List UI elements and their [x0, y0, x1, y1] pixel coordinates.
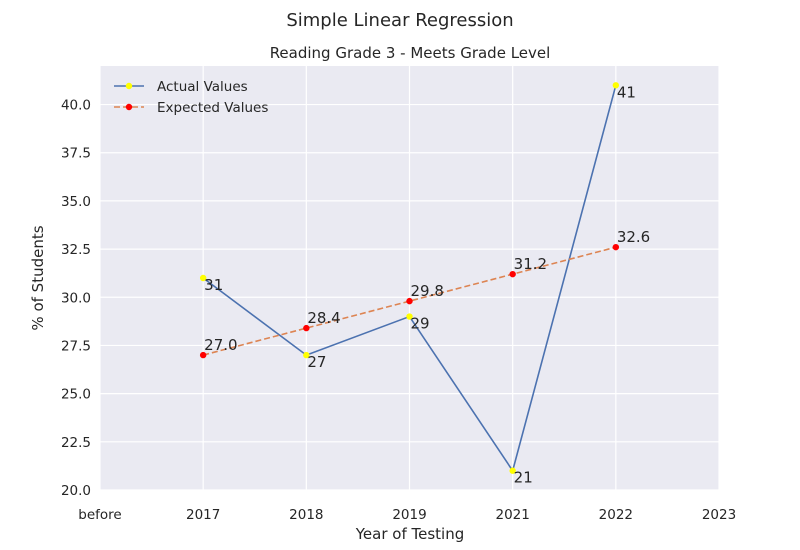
x-axis-label: Year of Testing	[355, 525, 465, 543]
y-tick-label: 35.0	[61, 194, 91, 210]
data-point	[406, 313, 413, 320]
y-tick-label: 27.5	[61, 338, 91, 354]
data-label: 27.0	[204, 336, 237, 354]
data-point	[406, 297, 413, 305]
data-label: 31.2	[514, 255, 547, 273]
series-layer	[199, 82, 620, 474]
data-label: 27	[307, 353, 326, 371]
legend-marker	[125, 82, 133, 90]
data-point	[303, 351, 310, 359]
y-axis-label: % of Students	[29, 225, 47, 330]
data-point	[612, 82, 620, 89]
x-tick-label: before	[78, 507, 121, 523]
series-line-2	[202, 246, 617, 356]
legend-label: Expected Values	[157, 100, 268, 116]
data-point	[303, 324, 310, 332]
y-tick-label: 40.0	[61, 98, 91, 114]
legend: Actual Values Expected Values	[114, 79, 268, 116]
legend-marker	[125, 103, 133, 111]
x-tick-label: 2021	[495, 507, 529, 523]
data-label: 32.6	[617, 228, 650, 246]
x-tick-label: 2019	[392, 507, 426, 523]
x-tick-label: 2018	[289, 507, 323, 523]
y-axis-ticks: 20.0 22.5 25.0 27.5 30.0 32.5 35.0 37.5 40.0	[61, 98, 91, 499]
x-tick-label: 2022	[599, 507, 633, 523]
data-point	[509, 467, 516, 474]
legend-label: Actual Values	[157, 79, 248, 95]
data-labels: 31 27 29 21 41 27.0 28.4 29.8 31.2 32.6	[204, 83, 650, 486]
x-tick-label: 2017	[186, 507, 220, 523]
data-label: 41	[617, 83, 636, 101]
chart-title: Reading Grade 3 - Meets Grade Level	[270, 44, 551, 62]
data-label: 31	[204, 276, 223, 294]
data-label: 29	[411, 315, 430, 333]
y-tick-label: 22.5	[61, 435, 91, 451]
y-tick-label: 32.5	[61, 242, 91, 258]
data-point	[509, 270, 516, 278]
chart-suptitle: Simple Linear Regression	[286, 10, 513, 31]
x-tick-label: 2023	[702, 507, 736, 523]
data-label: 21	[514, 469, 533, 487]
y-tick-label: 20.0	[61, 483, 91, 499]
y-tick-label: 37.5	[61, 146, 91, 162]
data-point	[612, 243, 620, 251]
grid-lines	[99, 66, 720, 491]
data-point	[199, 351, 207, 359]
data-label: 29.8	[411, 282, 444, 300]
y-tick-label: 30.0	[61, 290, 91, 306]
x-axis-ticks: before 2017 2018 2019 2021 2022 2023	[78, 507, 736, 523]
data-point	[199, 274, 207, 282]
y-tick-label: 25.0	[61, 387, 91, 403]
data-label: 28.4	[307, 309, 340, 327]
